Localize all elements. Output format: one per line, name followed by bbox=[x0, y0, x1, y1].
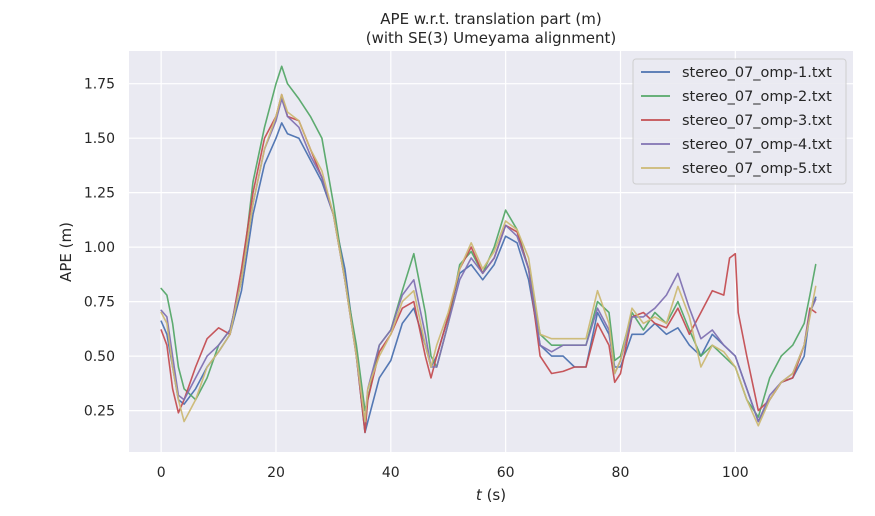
x-tick-label: 60 bbox=[497, 465, 515, 481]
chart-subtitle: (with SE(3) Umeyama alignment) bbox=[366, 29, 617, 47]
y-tick-label: 1.50 bbox=[84, 131, 115, 147]
legend-box bbox=[632, 58, 847, 185]
x-tick-label: 40 bbox=[382, 465, 400, 481]
y-tick-label: 1.75 bbox=[84, 77, 115, 93]
series-line-5 bbox=[160, 93, 817, 427]
x-axis-variable: t bbox=[476, 486, 483, 504]
x-tick-label: 0 bbox=[157, 465, 166, 481]
x-axis-unit-text: (s) bbox=[487, 486, 507, 504]
y-tick-label: 0.75 bbox=[84, 295, 115, 311]
y-tick-label: 0.25 bbox=[84, 404, 115, 420]
y-ticks: 0.25 0.50 0.75 1.00 1.25 1.50 1.75 bbox=[84, 77, 115, 420]
legend-label-4: stereo_07_omp-4.txt bbox=[682, 137, 832, 153]
series-line-1 bbox=[160, 122, 817, 434]
legend: stereo_07_omp-1.txt stereo_07_omp-2.txtst… bbox=[632, 58, 847, 185]
x-ticks: 0 20 40 60 80 100 bbox=[157, 465, 749, 481]
x-tick-label: 100 bbox=[722, 465, 749, 481]
y-tick-label: 1.25 bbox=[84, 186, 115, 202]
x-axis-label: t (s) bbox=[476, 486, 506, 504]
legend-label-2: stereo_07_omp-2.txt bbox=[682, 89, 832, 105]
series-lines bbox=[160, 65, 817, 434]
chart-title: APE w.r.t. translation part (m) bbox=[380, 10, 601, 28]
y-axis-label: APE (m) bbox=[57, 222, 75, 282]
legend-label-1: stereo_07_omp-1.txt bbox=[682, 65, 832, 81]
x-tick-label: 80 bbox=[612, 465, 630, 481]
y-tick-label: 1.00 bbox=[84, 240, 115, 256]
y-tick-label: 0.50 bbox=[84, 349, 115, 365]
x-tick-label: 20 bbox=[267, 465, 285, 481]
legend-label-5: stereo_07_omp-5.txt bbox=[682, 161, 832, 177]
series-line-2 bbox=[160, 65, 817, 418]
legend-label-3: stereo_07_omp-3.txt bbox=[682, 113, 832, 129]
